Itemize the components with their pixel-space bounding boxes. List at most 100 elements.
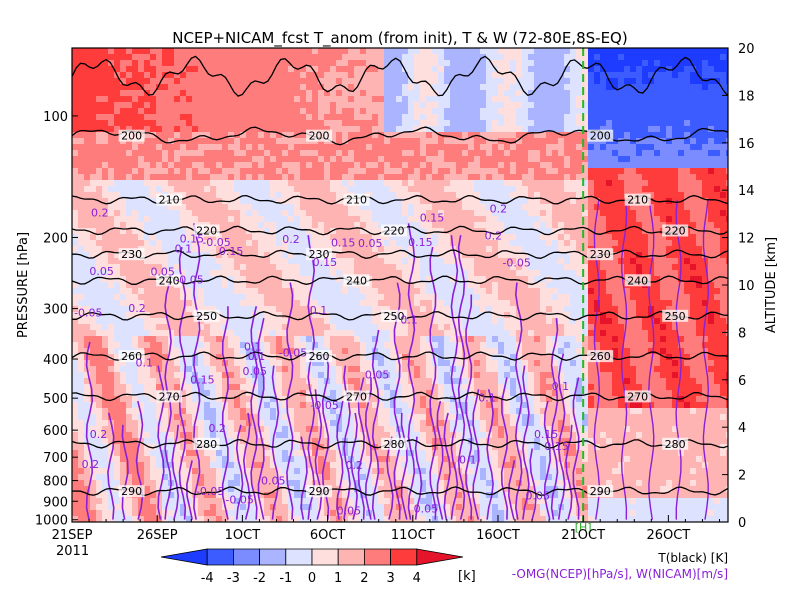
anomaly-cell: [366, 180, 372, 186]
anomaly-cell: [102, 204, 108, 210]
anomaly-cell: [432, 420, 438, 426]
anomaly-cell: [228, 348, 234, 354]
anomaly-cell: [162, 366, 168, 372]
anomaly-cell: [132, 78, 138, 84]
anomaly-cell: [384, 324, 390, 330]
anomaly-cell: [96, 180, 102, 186]
anomaly-cell: [228, 432, 234, 438]
anomaly-cell: [204, 126, 210, 132]
anomaly-cell: [360, 60, 366, 66]
anomaly-cell: [444, 228, 450, 234]
anomaly-cell: [372, 318, 378, 324]
anomaly-cell: [264, 72, 270, 78]
anomaly-cell: [168, 462, 174, 468]
anomaly-cell: [336, 378, 342, 384]
anomaly-cell: [216, 240, 222, 246]
anomaly-cell: [168, 378, 174, 384]
anomaly-cell: [144, 498, 150, 504]
anomaly-cell: [282, 354, 288, 360]
anomaly-cell: [354, 66, 360, 72]
anomaly-cell: [408, 156, 414, 162]
anomaly-cell: [108, 462, 114, 468]
anomaly-cell: [324, 276, 330, 282]
anomaly-cell: [216, 120, 222, 126]
anomaly-cell: [126, 498, 132, 504]
anomaly-cell: [234, 240, 240, 246]
anomaly-cell: [438, 48, 444, 54]
anomaly-cell: [90, 204, 96, 210]
anomaly-cell: [144, 426, 150, 432]
anomaly-cell: [132, 264, 138, 270]
anomaly-cell: [282, 258, 288, 264]
anomaly-cell: [180, 426, 186, 432]
anomaly-cell: [84, 78, 90, 84]
anomaly-cell: [168, 240, 174, 246]
anomaly-cell: [252, 60, 258, 66]
anomaly-cell: [258, 312, 264, 318]
anomaly-cell: [390, 282, 396, 288]
anomaly-cell: [360, 504, 366, 510]
anomaly-cell: [258, 204, 264, 210]
anomaly-cell: [78, 366, 84, 372]
anomaly-cell: [72, 270, 78, 276]
anomaly-cell: [258, 510, 264, 516]
anomaly-cell: [270, 420, 276, 426]
anomaly-cell: [72, 318, 78, 324]
anomaly-cell: [342, 180, 348, 186]
anomaly-cell: [252, 468, 258, 474]
anomaly-cell: [288, 336, 294, 342]
anomaly-cell: [342, 114, 348, 120]
anomaly-cell: [264, 210, 270, 216]
anomaly-cell: [246, 516, 252, 522]
anomaly-cell: [432, 258, 438, 264]
anomaly-cell: [264, 432, 270, 438]
anomaly-cell: [222, 90, 228, 96]
anomaly-cell: [84, 60, 90, 66]
anomaly-cell: [84, 402, 90, 408]
anomaly-cell: [240, 360, 246, 366]
anomaly-cell: [192, 240, 198, 246]
anomaly-cell: [360, 492, 366, 498]
anomaly-cell: [138, 474, 144, 480]
anomaly-cell: [444, 138, 450, 144]
anomaly-cell: [180, 180, 186, 186]
anomaly-cell: [192, 84, 198, 90]
anomaly-cell: [96, 294, 102, 300]
anomaly-cell: [126, 432, 132, 438]
anomaly-cell: [102, 174, 108, 180]
anomaly-cell: [384, 264, 390, 270]
anomaly-cell: [300, 288, 306, 294]
anomaly-cell: [102, 354, 108, 360]
anomaly-cell: [438, 222, 444, 228]
anomaly-cell: [204, 108, 210, 114]
anomaly-cell: [264, 294, 270, 300]
anomaly-cell: [360, 258, 366, 264]
anomaly-cell: [300, 366, 306, 372]
anomaly-cell: [372, 78, 378, 84]
anomaly-cell: [324, 294, 330, 300]
anomaly-cell: [450, 90, 456, 96]
anomaly-cell: [432, 384, 438, 390]
anomaly-cell: [168, 162, 174, 168]
anomaly-cell: [360, 156, 366, 162]
anomaly-cell: [174, 156, 180, 162]
anomaly-cell: [354, 180, 360, 186]
anomaly-cell: [378, 120, 384, 126]
anomaly-cell: [210, 144, 216, 150]
anomaly-cell: [198, 180, 204, 186]
anomaly-cell: [120, 156, 126, 162]
anomaly-cell: [360, 54, 366, 60]
anomaly-cell: [174, 330, 180, 336]
anomaly-cell: [216, 156, 222, 162]
anomaly-cell: [420, 162, 426, 168]
anomaly-cell: [438, 84, 444, 90]
anomaly-cell: [150, 420, 156, 426]
anomaly-cell: [360, 372, 366, 378]
anomaly-cell: [282, 390, 288, 396]
anomaly-cell: [90, 192, 96, 198]
anomaly-cell: [90, 210, 96, 216]
anomaly-cell: [150, 390, 156, 396]
anomaly-cell: [108, 48, 114, 54]
anomaly-cell: [138, 372, 144, 378]
anomaly-cell: [390, 336, 396, 342]
